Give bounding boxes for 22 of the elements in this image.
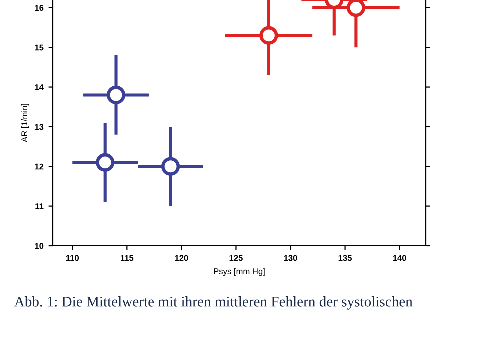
y-axis-title: AR [1/min]: [21, 104, 30, 142]
x-tick-label: 110: [66, 255, 80, 262]
x-tick-label: 125: [230, 255, 243, 262]
x-tick-label: 140: [393, 255, 406, 262]
point: [96, 153, 115, 172]
y-tick-label: 14: [35, 84, 44, 90]
x-tick-label: 135: [338, 255, 352, 262]
point: [346, 0, 366, 18]
y-tick-label: 12: [35, 164, 44, 170]
y-tick-label: 10: [35, 243, 44, 250]
y-tick-label: 13: [35, 124, 44, 130]
y-tick-label: 15: [35, 44, 44, 51]
y-tick-label: 16: [35, 5, 44, 12]
x-tick-label: 120: [175, 255, 188, 262]
x-axis-title: Psys [mm Hg]: [214, 268, 265, 276]
point: [106, 86, 126, 105]
x-tick-label: 130: [284, 255, 298, 262]
y-tick-label: 11: [36, 204, 44, 210]
x-tick-label: 115: [120, 255, 134, 262]
caption: Abb. 1: Die Mittelwerte mit ihren mittleren Fehlern der systolischen: [14, 296, 413, 310]
point: [161, 157, 180, 176]
point: [260, 26, 278, 46]
